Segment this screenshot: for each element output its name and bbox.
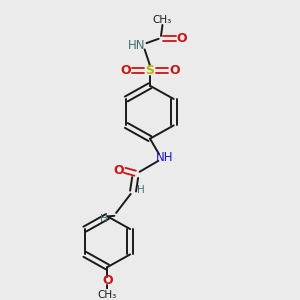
Text: O: O <box>120 64 131 77</box>
Text: CH₃: CH₃ <box>153 15 172 25</box>
Text: H: H <box>137 184 145 195</box>
Text: O: O <box>113 164 124 177</box>
Text: HN: HN <box>128 39 146 52</box>
Text: O: O <box>169 64 180 77</box>
Text: H: H <box>100 214 108 224</box>
Text: O: O <box>176 32 187 45</box>
Text: S: S <box>146 64 154 77</box>
Text: O: O <box>102 274 113 287</box>
Text: CH₃: CH₃ <box>98 290 117 300</box>
Text: NH: NH <box>156 151 174 164</box>
